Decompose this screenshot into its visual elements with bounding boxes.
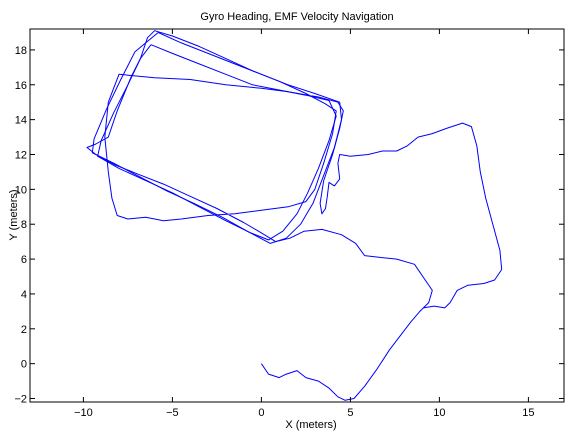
x-tick-label-1: −5 [166, 407, 179, 419]
y-axis-ticks: −2 0 2 4 6 8 10 12 14 16 18 [14, 45, 564, 406]
x-tick-label-0: −10 [74, 407, 93, 419]
trajectory-series-line-2 [91, 32, 342, 244]
x-axis-label: X (meters) [285, 419, 336, 431]
y-tick-label-1: 0 [21, 359, 27, 371]
chart-title: Gyro Heading, EMF Velocity Navigation [200, 11, 393, 23]
y-tick-label-9: 16 [15, 80, 27, 92]
trajectory-series-line-1 [97, 44, 337, 241]
x-tick-label-5: 15 [522, 407, 534, 419]
y-tick-label-7: 12 [15, 149, 27, 161]
x-axis-ticks: −10 −5 0 5 10 15 [74, 29, 535, 419]
y-tick-label-5: 8 [21, 219, 27, 231]
x-tick-label-4: 10 [433, 407, 445, 419]
y-tick-label-2: 2 [21, 324, 27, 336]
y-tick-label-10: 18 [15, 45, 27, 57]
y-axis-label: Y (meters) [8, 189, 20, 240]
plot-frame [29, 28, 565, 403]
y-tick-label-0: −2 [14, 394, 27, 406]
trajectory-series-group [86, 30, 503, 401]
x-tick-label-3: 5 [347, 407, 353, 419]
y-tick-label-3: 4 [21, 289, 27, 301]
y-tick-label-4: 6 [21, 254, 27, 266]
x-tick-label-2: 0 [258, 407, 264, 419]
y-tick-label-8: 14 [15, 115, 27, 127]
y-tick-label-6: 10 [15, 184, 27, 196]
